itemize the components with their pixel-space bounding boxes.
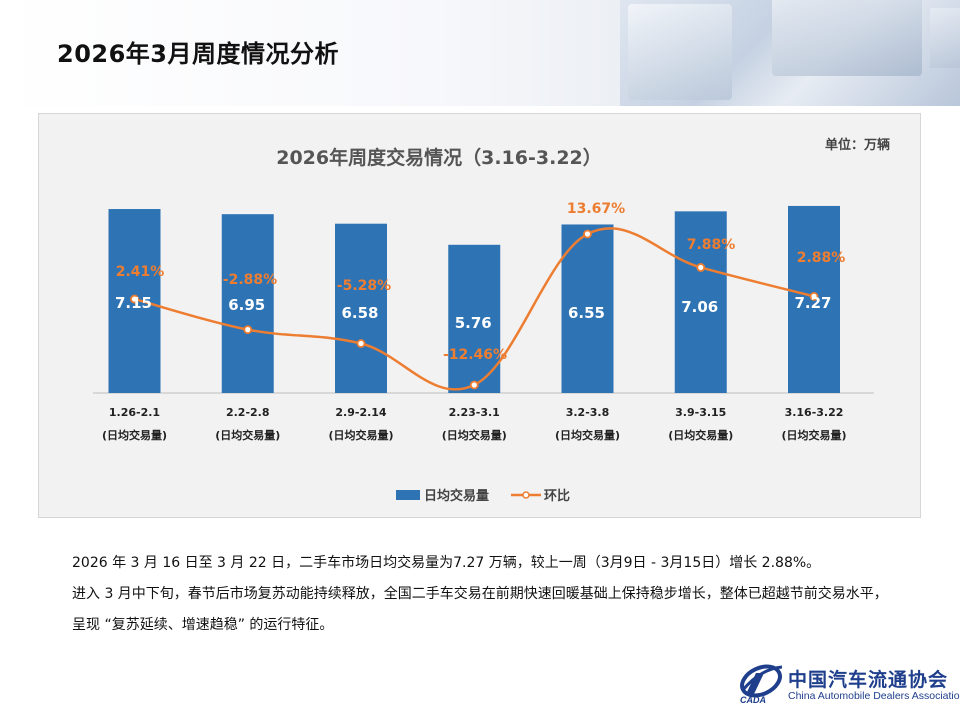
category-tick-label: 3.2-3.8 <box>566 406 610 419</box>
mom-point <box>583 229 592 239</box>
bar-value-label: 7.15 <box>115 294 152 312</box>
unit-label: 单位：万辆 <box>825 137 890 153</box>
mom-value-label: -12.46% <box>443 347 507 363</box>
bar <box>561 224 614 393</box>
chart-title: 2026年周度交易情况（3.16-3.22） <box>276 146 602 169</box>
analysis-paragraph: 进入 3 月中下旬，春节后市场复苏动能持续释放，全国二手车交易在前期快速回暖基础… <box>72 586 888 633</box>
mom-value-label: -5.28% <box>337 278 391 294</box>
bar-value-label: 6.55 <box>568 304 605 322</box>
analysis-paragraph: 2026 年 3 月 16 日至 3 月 22 日，二手车市场日均交易量为7.2… <box>72 555 821 571</box>
chart-panel: 2026年周度交易情况（3.16-3.22） 单位：万辆 7.15 6.95 6.58 5… <box>38 113 921 518</box>
mom-point <box>469 380 479 390</box>
analysis-text: 2026 年 3 月 16 日至 3 月 22 日，二手车市场日均交易量为7.2… <box>72 548 892 641</box>
bar <box>674 211 727 393</box>
category-tick-label: 2.23-3.1 <box>449 406 500 419</box>
mom-point <box>130 294 139 304</box>
bar <box>221 214 274 393</box>
mom-point <box>356 339 366 348</box>
weekly-transaction-chart: 2026年周度交易情况（3.16-3.22） 单位：万辆 7.15 6.95 6.58 5… <box>93 137 890 504</box>
header-decoration-block <box>930 8 960 68</box>
bar <box>335 223 387 393</box>
association-english-name: China Automobile Dealers Association <box>788 690 960 702</box>
legend-swatch-bar <box>396 490 420 500</box>
bar-value-label: 7.27 <box>794 294 831 312</box>
bar-value-label: 7.06 <box>681 298 718 316</box>
cada-emblem-icon <box>740 664 783 698</box>
mom-point <box>696 263 706 272</box>
mom-point <box>243 325 253 335</box>
category-subtick-label: (日均交易量) <box>102 428 167 442</box>
bar-value-label: 6.95 <box>228 296 265 314</box>
legend-label: 日均交易量 <box>424 488 489 504</box>
category-tick-label: 2.2-2.8 <box>226 406 270 419</box>
legend-label: 环比 <box>544 488 570 504</box>
category-subtick-label: (日均交易量) <box>668 428 733 442</box>
category-subtick-label: (日均交易量) <box>555 428 620 442</box>
category-subtick-label: (日均交易量) <box>215 428 280 442</box>
header-decoration-block <box>772 0 922 76</box>
mom-value-label: -2.88% <box>223 272 277 288</box>
page-title: 2026年3月周度情况分析 <box>57 40 339 68</box>
bar-value-label: 5.76 <box>455 314 492 332</box>
header-banner <box>0 0 960 106</box>
bar <box>448 244 501 393</box>
mom-value-label: 13.67% <box>567 201 625 217</box>
mom-value-label: 7.88% <box>687 237 736 253</box>
mom-value-label: 2.41% <box>116 264 165 280</box>
association-logo: CADA 中国汽车流通协会 China Automobile Dealers A… <box>736 661 960 707</box>
category-subtick-label: (日均交易量) <box>781 428 846 442</box>
cada-abbr: CADA <box>740 695 766 705</box>
bar-value-label: 6.58 <box>341 304 378 322</box>
category-tick-label: 1.26-2.1 <box>109 406 160 419</box>
category-subtick-label: (日均交易量) <box>442 428 507 442</box>
association-name: 中国汽车流通协会 <box>788 669 949 691</box>
header-decoration-block <box>628 4 732 100</box>
legend-swatch-point <box>522 491 530 499</box>
mom-value-label: 2.88% <box>797 250 846 266</box>
category-tick-label: 3.16-3.22 <box>785 406 844 419</box>
mom-point <box>809 291 819 301</box>
category-tick-label: 3.9-3.15 <box>675 406 726 419</box>
category-subtick-label: (日均交易量) <box>328 428 393 442</box>
category-tick-label: 2.9-2.14 <box>335 406 387 419</box>
